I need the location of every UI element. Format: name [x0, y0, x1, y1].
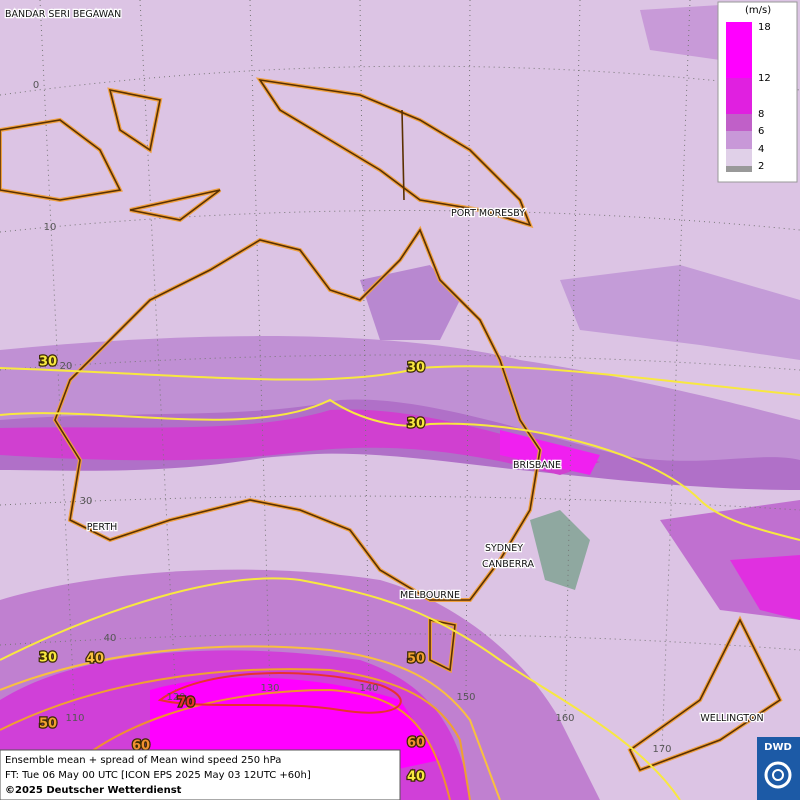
logo: DWD [757, 737, 800, 800]
contour-label: 50 [39, 717, 57, 732]
contour-label: 60 [407, 736, 425, 751]
grid-label: 40 [104, 633, 117, 644]
city-label: WELLINGTON [700, 713, 763, 724]
city-label: PERTH [87, 522, 118, 533]
legend-level: 4 [758, 144, 764, 155]
city-label: BRISBANE [513, 460, 561, 471]
contour-label: 40 [407, 770, 425, 785]
legend-level: 8 [758, 109, 764, 120]
contour-label: 30 [407, 417, 425, 432]
city-label: PORT MORESBY [451, 208, 525, 219]
grid-label: 170 [652, 744, 671, 755]
grid-label: 20 [60, 361, 73, 372]
grid-label: 130 [260, 683, 279, 694]
footer-line: ©2025 Deutscher Wetterdienst [5, 785, 182, 796]
city-label: SYDNEY [485, 543, 523, 554]
grid-label: 10 [44, 222, 57, 233]
legend-unit: (m/s) [745, 5, 771, 16]
legend-level: 18 [758, 22, 771, 33]
contour-label: 70 [177, 696, 195, 711]
legend-level: 2 [758, 161, 764, 172]
legend: (m/s) 18 12 8 6 4 2 [717, 1, 798, 183]
grid-label: 160 [555, 713, 574, 724]
grid-label: 140 [359, 683, 378, 694]
contour-label: 50 [407, 652, 425, 667]
legend-level: 12 [758, 73, 771, 84]
footer-line: Ensemble mean + spread of Mean wind spee… [5, 755, 281, 766]
city-label: BANDAR SERI BEGAWAN [5, 9, 121, 20]
grid-label: 30 [80, 496, 93, 507]
footer: Ensemble mean + spread of Mean wind spee… [0, 749, 401, 800]
city-label: CANBERRA [482, 559, 535, 570]
grid-label: 110 [65, 713, 84, 724]
contours [0, 365, 800, 800]
contour-label: 30 [407, 361, 425, 376]
graticule [0, 0, 800, 751]
contour-label: 30 [39, 355, 57, 370]
grid-label: 120 [166, 692, 185, 703]
logo-text: DWD [764, 742, 792, 753]
contour-label: 30 [39, 651, 57, 666]
contour-label: 40 [86, 652, 104, 667]
footer-line: FT: Tue 06 May 00 UTC [ICON EPS 2025 May… [5, 770, 311, 781]
coastlines [0, 77, 783, 773]
legend-level: 6 [758, 126, 764, 137]
grid-label: 0 [33, 80, 39, 91]
city-label: MELBOURNE [400, 590, 460, 601]
grid-label: 150 [456, 692, 475, 703]
